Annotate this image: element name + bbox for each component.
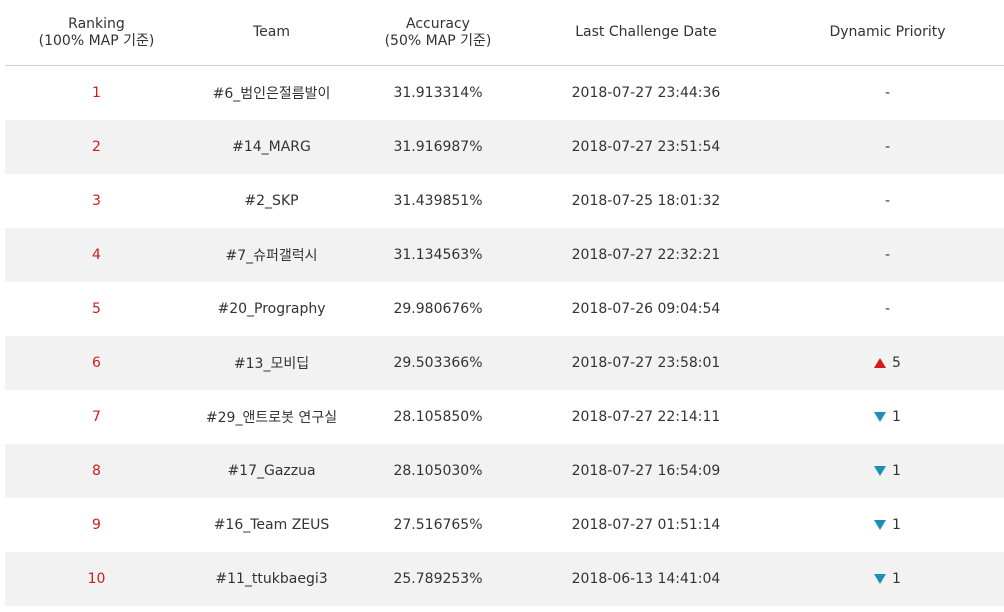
header-accuracy-subtitle: (50% MAP 기준) xyxy=(384,32,492,49)
header-dynamic-priority-title: Dynamic Priority xyxy=(829,24,946,40)
date-cell: 2018-07-26 09:04:54 xyxy=(571,301,721,317)
team-cell: #7_슈퍼갤럭시 xyxy=(225,248,318,264)
priority-cell: - xyxy=(771,120,1004,174)
trend-down-icon xyxy=(874,412,887,422)
table-row: 10 #11_ttukbaegi3 25.789253% 2018-06-13 … xyxy=(5,552,1004,606)
priority-cell: - xyxy=(771,174,1004,228)
accuracy-cell: 31.439851% xyxy=(393,193,483,209)
rank-cell: 1 xyxy=(92,85,101,101)
priority-cell: - xyxy=(771,228,1004,282)
team-cell: #13_모비딥 xyxy=(233,356,310,372)
accuracy-cell: 28.105850% xyxy=(393,409,483,425)
table-row: 9 #16_Team ZEUS 27.516765% 2018-07-27 01… xyxy=(5,498,1004,552)
priority-cell: 1 xyxy=(771,390,1004,444)
date-cell: 2018-07-27 16:54:09 xyxy=(571,463,721,479)
table-body: 1 #6_범인은절름발이 31.913314% 2018-07-27 23:44… xyxy=(5,66,1004,606)
trend-down-icon xyxy=(874,466,887,476)
priority-value: 1 xyxy=(892,463,901,479)
table-row: 3 #2_SKP 31.439851% 2018-07-25 18:01:32 … xyxy=(5,174,1004,228)
accuracy-cell: 31.913314% xyxy=(393,85,483,101)
table-row: 6 #13_모비딥 29.503366% 2018-07-27 23:58:01… xyxy=(5,336,1004,390)
header-ranking-subtitle: (100% MAP 기준) xyxy=(38,32,155,49)
header-team-title: Team xyxy=(252,24,290,40)
rank-cell: 8 xyxy=(92,463,101,479)
date-cell: 2018-07-25 18:01:32 xyxy=(571,193,721,209)
priority-value: 1 xyxy=(892,409,901,425)
priority-cell: 1 xyxy=(771,498,1004,552)
accuracy-cell: 31.916987% xyxy=(393,139,483,155)
table-row: 2 #14_MARG 31.916987% 2018-07-27 23:51:5… xyxy=(5,120,1004,174)
accuracy-cell: 29.980676% xyxy=(393,301,483,317)
team-cell: #6_범인은절름발이 xyxy=(212,86,331,102)
header-last-challenge-date-title: Last Challenge Date xyxy=(575,24,717,40)
date-cell: 2018-07-27 23:58:01 xyxy=(571,355,721,371)
team-cell: #29_앤트로봇 연구실 xyxy=(205,410,338,426)
header-accuracy: Accuracy (50% MAP 기준) xyxy=(355,0,521,65)
priority-value: 5 xyxy=(892,355,901,371)
date-cell: 2018-07-27 23:51:54 xyxy=(571,139,721,155)
table-header: Ranking (100% MAP 기준) Team Accuracy (50%… xyxy=(5,0,1004,66)
table-row: 4 #7_슈퍼갤럭시 31.134563% 2018-07-27 22:32:2… xyxy=(5,228,1004,282)
rank-cell: 6 xyxy=(92,355,101,371)
team-cell: #17_Gazzua xyxy=(227,463,316,479)
table-row: 5 #20_Prography 29.980676% 2018-07-26 09… xyxy=(5,282,1004,336)
table-row: 8 #17_Gazzua 28.105030% 2018-07-27 16:54… xyxy=(5,444,1004,498)
priority-cell: - xyxy=(771,282,1004,336)
date-cell: 2018-06-13 14:41:04 xyxy=(571,571,721,587)
header-last-challenge-date: Last Challenge Date xyxy=(521,0,771,65)
header-accuracy-title: Accuracy xyxy=(406,15,470,32)
date-cell: 2018-07-27 22:32:21 xyxy=(571,247,721,263)
header-dynamic-priority: Dynamic Priority xyxy=(771,0,1004,65)
priority-value: - xyxy=(884,193,891,209)
header-ranking: Ranking (100% MAP 기준) xyxy=(5,0,188,65)
table-row: 7 #29_앤트로봇 연구실 28.105850% 2018-07-27 22:… xyxy=(5,390,1004,444)
accuracy-cell: 25.789253% xyxy=(393,571,483,587)
accuracy-cell: 29.503366% xyxy=(393,355,483,371)
trend-up-icon xyxy=(874,358,887,368)
team-cell: #11_ttukbaegi3 xyxy=(215,571,328,587)
team-cell: #16_Team ZEUS xyxy=(213,517,330,533)
priority-value: - xyxy=(884,85,891,101)
rank-cell: 4 xyxy=(92,247,101,263)
priority-cell: 1 xyxy=(771,552,1004,606)
priority-value: - xyxy=(884,301,891,317)
date-cell: 2018-07-27 22:14:11 xyxy=(571,409,721,425)
header-team: Team xyxy=(188,0,355,65)
table-row: 1 #6_범인은절름발이 31.913314% 2018-07-27 23:44… xyxy=(5,66,1004,120)
priority-cell: 5 xyxy=(771,336,1004,390)
accuracy-cell: 27.516765% xyxy=(393,517,483,533)
rank-cell: 2 xyxy=(92,139,101,155)
team-cell: #20_Prography xyxy=(217,301,326,317)
rank-cell: 10 xyxy=(87,571,106,587)
priority-value: 1 xyxy=(892,517,901,533)
priority-cell: 1 xyxy=(771,444,1004,498)
rank-cell: 9 xyxy=(92,517,101,533)
date-cell: 2018-07-27 01:51:14 xyxy=(571,517,721,533)
rank-cell: 7 xyxy=(92,409,101,425)
priority-value: - xyxy=(884,247,891,263)
accuracy-cell: 31.134563% xyxy=(393,247,483,263)
priority-value: - xyxy=(884,139,891,155)
accuracy-cell: 28.105030% xyxy=(393,463,483,479)
date-cell: 2018-07-27 23:44:36 xyxy=(571,85,721,101)
priority-cell: - xyxy=(771,66,1004,120)
team-cell: #14_MARG xyxy=(232,139,311,155)
header-ranking-title: Ranking xyxy=(68,15,125,32)
trend-down-icon xyxy=(874,520,887,530)
priority-value: 1 xyxy=(892,571,901,587)
rank-cell: 5 xyxy=(92,301,101,317)
rank-cell: 3 xyxy=(92,193,101,209)
team-cell: #2_SKP xyxy=(244,193,299,209)
trend-down-icon xyxy=(874,574,887,584)
